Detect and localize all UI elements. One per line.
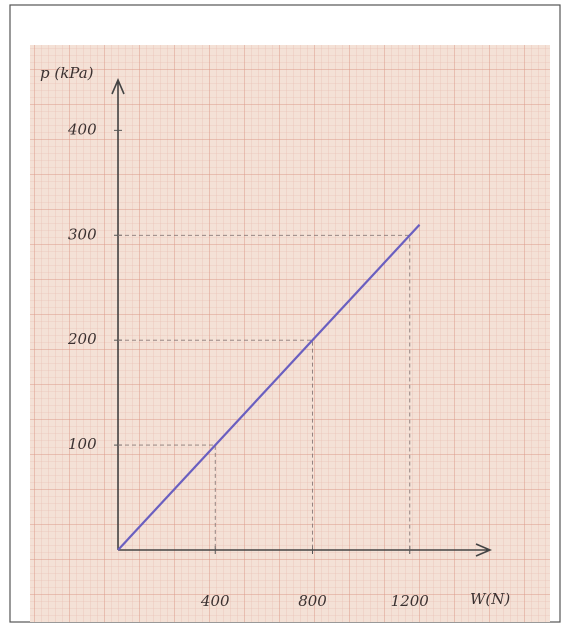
x-tick-label: 800 — [298, 592, 327, 610]
x-axis-label: W(N) — [470, 590, 510, 608]
y-tick-label: 200 — [67, 330, 97, 348]
y-axis-label: p (kPa) — [40, 64, 94, 82]
y-tick-label: 400 — [67, 120, 97, 138]
chart: p (kPa) W(N) 100 200 300 400 400 800 1200 — [0, 0, 570, 628]
y-tick-label: 100 — [68, 435, 97, 453]
x-tick-label: 400 — [200, 592, 230, 610]
y-tick-label: 300 — [68, 225, 97, 243]
x-tick-label: 1200 — [391, 592, 430, 610]
graph-paper-grid — [30, 45, 550, 622]
